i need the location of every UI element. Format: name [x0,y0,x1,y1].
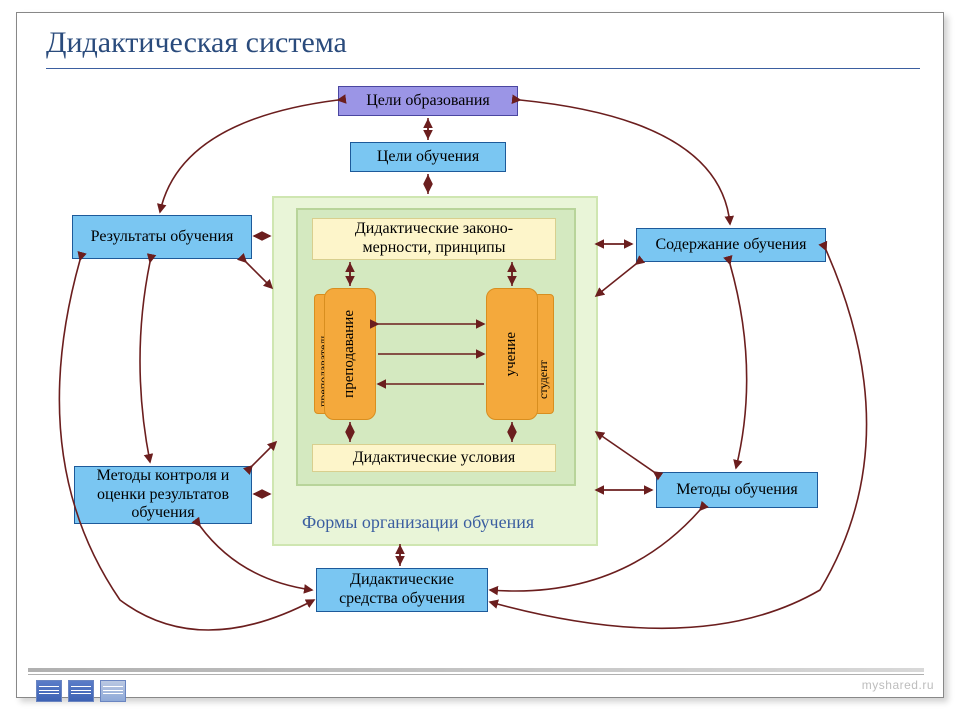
label: Содержание обучения [656,236,807,255]
box-goals-education: Цели образования [338,86,518,116]
box-goals-learning: Цели обучения [350,142,506,172]
nav-prev-icon[interactable] [36,680,62,702]
box-learning: учение [486,288,538,420]
footer-bar-1 [28,668,924,672]
label: Дидактические средства обучения [323,571,481,609]
label: студент [536,319,551,399]
forms-label: Формы организации обучения [302,512,534,533]
label: учение [503,332,521,376]
label: Результаты обучения [91,228,234,247]
watermark: myshared.ru [862,678,934,692]
label: Цели образования [366,92,490,111]
box-content: Содержание обучения [636,228,826,262]
box-control-methods: Методы контроля и оценки результатов обу… [74,466,252,524]
box-conditions: Дидактические условия [312,444,556,472]
label: Цели обучения [377,148,479,167]
title-underline [46,68,920,69]
label: Методы обучения [676,481,798,500]
page-title: Дидактическая система [46,26,347,60]
box-principles: Дидактические законо- мерности, принципы [312,218,556,260]
footer-bar-2 [28,674,924,675]
label: преподавание [341,310,359,398]
nav-menu-icon[interactable] [100,680,126,702]
label: Методы контроля и оценки результатов обу… [81,467,245,524]
nav-icons [36,680,126,702]
nav-next-icon[interactable] [68,680,94,702]
box-means: Дидактические средства обучения [316,568,488,612]
box-teaching-methods: Методы обучения [656,472,818,508]
box-results: Результаты обучения [72,215,252,259]
label: Дидактические законо- мерности, принципы [355,220,513,258]
box-teaching: преподавание [324,288,376,420]
label: Дидактические условия [353,449,515,468]
